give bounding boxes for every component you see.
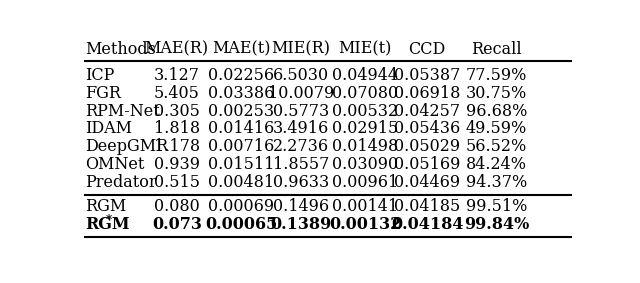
Text: 0.00716: 0.00716 [208, 138, 275, 155]
Text: 6.5030: 6.5030 [273, 67, 329, 84]
Text: 0.1389: 0.1389 [270, 216, 332, 233]
Text: *: * [106, 215, 112, 228]
Text: 30.75%: 30.75% [466, 85, 527, 102]
Text: 1.178: 1.178 [154, 138, 200, 155]
Text: 3.4916: 3.4916 [273, 121, 329, 138]
Text: 0.515: 0.515 [154, 174, 200, 191]
Text: MAE(R): MAE(R) [145, 41, 209, 58]
Text: 49.59%: 49.59% [466, 121, 527, 138]
Text: 0.06918: 0.06918 [394, 85, 460, 102]
Text: 0.5773: 0.5773 [273, 103, 329, 120]
Text: 0.00961: 0.00961 [332, 174, 398, 191]
Text: 0.080: 0.080 [154, 198, 200, 215]
Text: 0.05029: 0.05029 [394, 138, 460, 155]
Text: ICP: ICP [85, 67, 115, 84]
Text: FGR: FGR [85, 85, 121, 102]
Text: RGM: RGM [85, 216, 129, 233]
Text: CCD: CCD [408, 41, 446, 58]
Text: 0.00141: 0.00141 [332, 198, 398, 215]
Text: 0.1496: 0.1496 [273, 198, 329, 215]
Text: 96.68%: 96.68% [466, 103, 527, 120]
Text: Predator: Predator [85, 174, 157, 191]
Text: Recall: Recall [471, 41, 522, 58]
Text: 0.00132: 0.00132 [329, 216, 401, 233]
Text: MIE(R): MIE(R) [271, 41, 330, 58]
Text: IDAM: IDAM [85, 121, 132, 138]
Text: 0.02256: 0.02256 [208, 67, 275, 84]
Text: OMNet: OMNet [85, 156, 145, 173]
Text: 0.04944: 0.04944 [332, 67, 398, 84]
Text: Methods: Methods [85, 41, 156, 58]
Text: 0.00253: 0.00253 [208, 103, 275, 120]
Text: 0.01416: 0.01416 [208, 121, 275, 138]
Text: 0.01511: 0.01511 [208, 156, 275, 173]
Text: 56.52%: 56.52% [466, 138, 527, 155]
Text: 0.03386: 0.03386 [208, 85, 275, 102]
Text: 0.05387: 0.05387 [394, 67, 460, 84]
Text: 0.305: 0.305 [154, 103, 200, 120]
Text: MIE(t): MIE(t) [339, 41, 392, 58]
Text: RPM-Net: RPM-Net [85, 103, 160, 120]
Text: 0.00069: 0.00069 [208, 198, 275, 215]
Text: 3.127: 3.127 [154, 67, 200, 84]
Text: 0.05436: 0.05436 [394, 121, 460, 138]
Text: 0.07080: 0.07080 [332, 85, 398, 102]
Text: 0.02915: 0.02915 [332, 121, 398, 138]
Text: RGM: RGM [85, 198, 126, 215]
Text: 0.073: 0.073 [152, 216, 202, 233]
Text: 99.84%: 99.84% [464, 216, 529, 233]
Text: 0.00532: 0.00532 [332, 103, 398, 120]
Text: 0.939: 0.939 [154, 156, 200, 173]
Text: 2.2736: 2.2736 [273, 138, 329, 155]
Text: 0.04184: 0.04184 [391, 216, 463, 233]
Text: 0.00065: 0.00065 [205, 216, 277, 233]
Text: 0.00481: 0.00481 [208, 174, 275, 191]
Text: 84.24%: 84.24% [466, 156, 527, 173]
Text: 0.01498: 0.01498 [332, 138, 398, 155]
Text: 0.9633: 0.9633 [273, 174, 329, 191]
Text: 0.04469: 0.04469 [394, 174, 460, 191]
Text: 5.405: 5.405 [154, 85, 200, 102]
Text: 77.59%: 77.59% [466, 67, 527, 84]
Text: 0.04185: 0.04185 [394, 198, 460, 215]
Text: 99.51%: 99.51% [466, 198, 527, 215]
Text: DeepGMR: DeepGMR [85, 138, 168, 155]
Text: 1.8557: 1.8557 [273, 156, 329, 173]
Text: MAE(t): MAE(t) [212, 41, 271, 58]
Text: 0.04257: 0.04257 [394, 103, 460, 120]
Text: 10.0079: 10.0079 [268, 85, 334, 102]
Text: 0.05169: 0.05169 [394, 156, 460, 173]
Text: 0.03090: 0.03090 [332, 156, 398, 173]
Text: 94.37%: 94.37% [466, 174, 527, 191]
Text: 1.818: 1.818 [154, 121, 200, 138]
